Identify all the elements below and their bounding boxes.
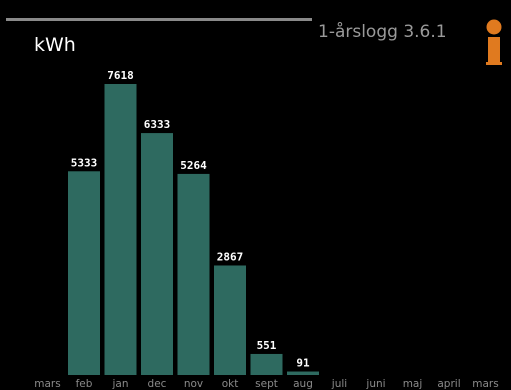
x-tick-label: aug [293, 378, 313, 390]
x-tick-label: juni [365, 378, 385, 390]
bar-value-label: 7618 [107, 69, 134, 82]
x-tick-label: sept [255, 378, 278, 390]
x-tick-label: maj [403, 378, 423, 390]
header-divider [6, 18, 312, 21]
bar-value-label: 551 [257, 339, 277, 352]
bar-sept [250, 353, 283, 375]
bar-value-label: 5264 [180, 159, 207, 172]
bar-value-label: 91 [296, 357, 310, 370]
x-tick-label: jan [111, 378, 128, 390]
x-tick-label: dec [148, 378, 167, 390]
bar-okt [214, 265, 246, 375]
bar-dec [141, 133, 173, 375]
bar-value-label: 2867 [217, 250, 244, 263]
bar-nov [177, 173, 210, 375]
x-tick-label: feb [76, 378, 93, 390]
x-tick-label: juli [331, 378, 347, 390]
info-icon[interactable] [483, 18, 505, 66]
bar-aug [287, 371, 319, 375]
bar-value-label: 5333 [71, 156, 98, 169]
bar-value-label: 6333 [144, 118, 171, 131]
x-tick-label: april [437, 378, 460, 390]
bar-jan [104, 84, 137, 375]
bar-feb [68, 171, 100, 375]
x-tick-label: mars [472, 378, 498, 390]
unit-label: kWh [34, 34, 76, 56]
x-tick-label: okt [222, 378, 239, 390]
x-tick-label: mars [34, 378, 60, 390]
x-tick-label: nov [184, 378, 203, 390]
page-title: 1-årslogg 3.6.1 [318, 22, 447, 42]
